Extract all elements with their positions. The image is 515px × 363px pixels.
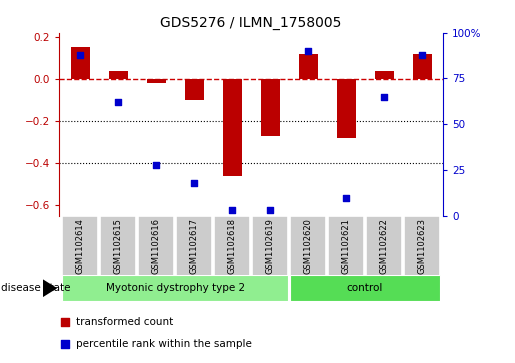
Text: GSM1102619: GSM1102619 [266, 218, 274, 274]
Point [304, 48, 312, 54]
Point [114, 99, 122, 105]
Bar [71, 48, 90, 79]
Bar [290, 275, 440, 301]
Bar [62, 275, 288, 301]
Bar [404, 216, 440, 276]
Text: GSM1102615: GSM1102615 [114, 218, 123, 274]
Bar [261, 79, 280, 136]
Bar [328, 216, 364, 276]
Point [342, 195, 350, 200]
Bar [222, 79, 242, 176]
Text: GSM1102620: GSM1102620 [303, 218, 313, 274]
Point [76, 52, 84, 58]
Bar [109, 70, 128, 79]
Point [190, 180, 198, 186]
Point [266, 208, 274, 213]
Bar [336, 79, 355, 138]
Title: GDS5276 / ILMN_1758005: GDS5276 / ILMN_1758005 [160, 16, 342, 30]
Bar [374, 70, 393, 79]
Bar [62, 216, 98, 276]
Text: GSM1102618: GSM1102618 [228, 218, 236, 274]
Point [380, 94, 388, 100]
Bar [299, 54, 318, 79]
Polygon shape [43, 279, 57, 297]
Point [228, 208, 236, 213]
Bar [184, 79, 203, 100]
Text: disease state: disease state [1, 283, 71, 293]
Text: Myotonic dystrophy type 2: Myotonic dystrophy type 2 [106, 283, 245, 293]
Text: control: control [347, 283, 383, 293]
Point [152, 162, 160, 168]
Text: GSM1102617: GSM1102617 [190, 218, 199, 274]
Point [61, 319, 69, 325]
Point [61, 341, 69, 347]
Text: percentile rank within the sample: percentile rank within the sample [77, 339, 252, 349]
Bar [147, 79, 166, 83]
Text: transformed count: transformed count [77, 317, 174, 327]
Text: GSM1102621: GSM1102621 [341, 218, 351, 274]
Text: GSM1102614: GSM1102614 [76, 218, 84, 274]
Bar [366, 216, 402, 276]
Bar [176, 216, 212, 276]
Bar [138, 216, 174, 276]
Bar [100, 216, 136, 276]
Point [418, 52, 426, 58]
Text: GSM1102622: GSM1102622 [380, 218, 388, 274]
Bar [290, 216, 327, 276]
Text: GSM1102616: GSM1102616 [151, 218, 161, 274]
Bar [252, 216, 288, 276]
Text: GSM1102623: GSM1102623 [418, 218, 426, 274]
Bar [413, 54, 432, 79]
Bar [214, 216, 250, 276]
